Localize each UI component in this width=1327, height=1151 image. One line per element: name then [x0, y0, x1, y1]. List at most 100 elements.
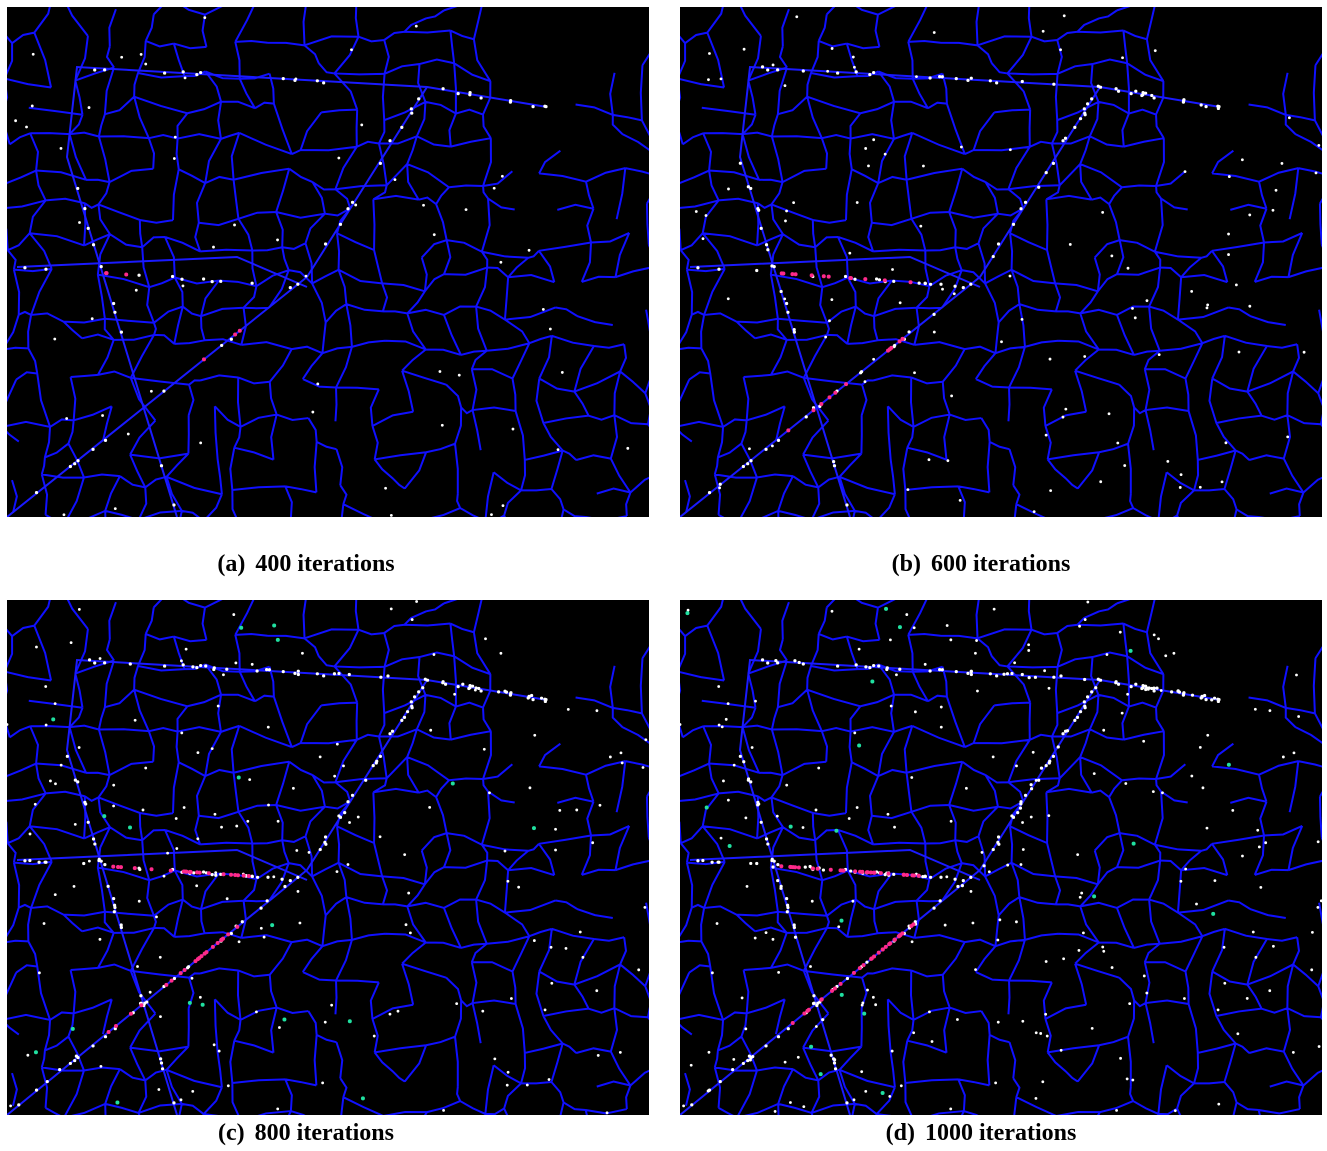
agent-dot [1057, 745, 1060, 748]
pheromone-dot [129, 1012, 133, 1016]
agent-dot [815, 1025, 818, 1028]
agent-dot [337, 157, 340, 160]
pheromone-dot [883, 278, 887, 282]
agent-dot [1082, 931, 1085, 934]
agent-dot [739, 162, 742, 165]
agent-dot [1152, 687, 1155, 690]
agent-dot [890, 705, 893, 708]
agent-dot [716, 861, 719, 864]
agent-dot [256, 876, 259, 879]
node-dot [128, 825, 132, 829]
agent-dot [1295, 674, 1298, 677]
agent-dot [1009, 275, 1012, 278]
pheromone-dot [860, 870, 864, 874]
agent-dot [1032, 751, 1035, 754]
agent-dot [785, 897, 788, 900]
agent-dot [159, 1015, 162, 1018]
agent-dot [548, 1078, 551, 1081]
agent-dot [199, 441, 202, 444]
agent-dot [852, 56, 855, 59]
agent-dot [949, 1107, 952, 1110]
node-dot [282, 1018, 286, 1022]
agent-dot [932, 907, 935, 910]
agent-dot [830, 298, 833, 301]
agent-dot [609, 756, 612, 759]
node-dot [685, 611, 689, 615]
agent-dot [732, 1058, 735, 1061]
agent-dot [1030, 783, 1033, 786]
agent-dot [375, 760, 378, 763]
agent-dot [493, 187, 496, 190]
agent-dot [173, 977, 176, 980]
agent-dot [787, 1027, 790, 1030]
node-dot [1129, 649, 1133, 653]
caption-text: 800 iterations [255, 1120, 394, 1146]
pheromone-dot [139, 1003, 143, 1007]
road-network [680, 600, 1322, 1115]
agent-dot [407, 892, 410, 895]
agent-dot [956, 1018, 959, 1021]
agent-dot [1061, 732, 1064, 735]
agent-dot [457, 92, 460, 95]
agent-dot [78, 746, 81, 749]
agent-dot [217, 705, 220, 708]
agent-dot [765, 837, 768, 840]
agent-dot [160, 464, 163, 467]
road-map [680, 600, 1322, 1115]
agent-dot [858, 648, 861, 651]
agent-dot [1177, 689, 1180, 692]
agent-dot [970, 673, 973, 676]
agent-dot [643, 906, 646, 909]
agent-dot [26, 1054, 29, 1057]
caption: (c)800 iterations [0, 1120, 627, 1147]
agent-dot [276, 1107, 279, 1110]
agent-dot [931, 1040, 934, 1043]
agent-dot [626, 447, 629, 450]
agent-dot [760, 227, 763, 230]
pheromone-dot [247, 874, 251, 878]
agent-dot [727, 702, 730, 705]
agent-dot [1010, 814, 1013, 817]
agent-dot [874, 1003, 877, 1006]
agent-dot [1142, 740, 1145, 743]
agent-dot [784, 220, 787, 223]
agent-dot [1180, 880, 1183, 883]
agent-dot [1144, 92, 1147, 95]
agent-dot [761, 65, 764, 68]
agent-dot [779, 887, 782, 890]
agent-dot [754, 700, 757, 703]
agent-dot [531, 698, 534, 701]
agent-dot [174, 136, 177, 139]
agent-dot [992, 848, 995, 851]
agent-dot [1044, 1013, 1047, 1016]
agent-dot [1069, 243, 1072, 246]
agent-dot [727, 297, 730, 300]
agent-dot [294, 78, 297, 81]
agent-dot [372, 764, 375, 767]
agent-dot [721, 725, 724, 728]
agent-dot [1015, 764, 1018, 767]
agent-dot [163, 71, 166, 74]
road-network [7, 600, 649, 1115]
agent-dot [766, 842, 769, 845]
agent-dot [860, 1070, 863, 1073]
agent-dot [1195, 903, 1198, 906]
agent-dot [567, 708, 570, 711]
agent-dot [1157, 637, 1160, 640]
agent-dot [912, 1031, 915, 1034]
agent-dot [192, 871, 195, 874]
agent-dot [970, 890, 973, 893]
agent-dot [725, 718, 728, 721]
agent-dot [1027, 643, 1030, 646]
agent-dot [742, 465, 745, 468]
agent-dot [1317, 144, 1320, 147]
agent-dot [864, 380, 867, 383]
agent-dot [138, 868, 141, 871]
pheromone-dot [189, 870, 193, 874]
caption: (b)600 iterations [660, 551, 1302, 578]
agent-dot [1101, 946, 1104, 949]
agent-dot [1140, 94, 1143, 97]
agent-dot [804, 866, 807, 869]
agent-dot [741, 997, 744, 1000]
agent-dot [766, 248, 769, 251]
